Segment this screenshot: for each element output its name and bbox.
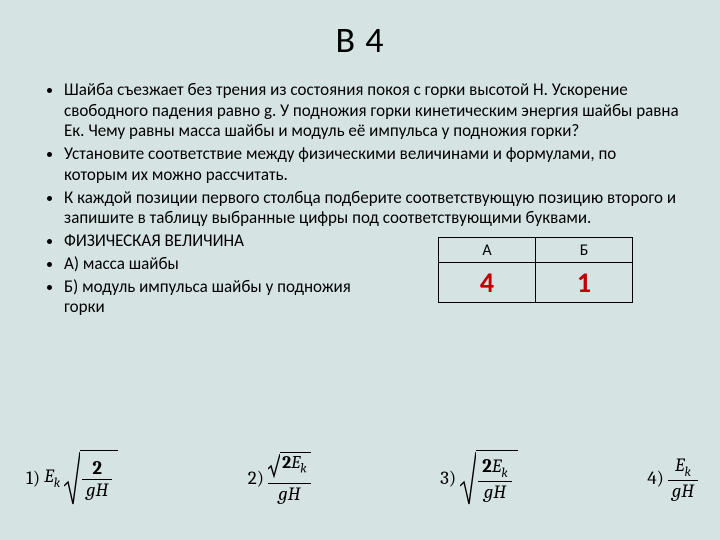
bullet-list-lower: ФИЗИЧЕСКАЯ ВЕЛИЧИНА А) масса шайбы Б) мо… xyxy=(40,231,394,320)
sqrt-icon: 2Ek xyxy=(268,452,311,478)
bullet-3: К каждой позиции первого столбца подбери… xyxy=(64,188,680,229)
bullet-list: Шайба съезжает без трения из состояния п… xyxy=(40,80,680,229)
sqrt-icon: 2Ek gH xyxy=(460,450,518,506)
formula-2: 2) 2Ek gH xyxy=(248,452,311,505)
page-title: В 4 xyxy=(40,18,680,62)
bullet-5: А) масса шайбы xyxy=(64,254,394,275)
answer-table: А Б 4 1 xyxy=(438,237,633,303)
bullet-1: Шайба съезжает без трения из состояния п… xyxy=(64,80,680,142)
bullet-2: Установите соответствие между физическим… xyxy=(64,144,680,185)
formula-3: 3) 2Ek gH xyxy=(440,450,518,506)
formula-row: 1) Ek 2 gH 2) xyxy=(26,450,698,506)
formula-4-index: 4) xyxy=(647,467,664,489)
formula-1-ek: Ek xyxy=(44,465,60,491)
table-head-b: Б xyxy=(536,238,633,263)
bullet-4: ФИЗИЧЕСКАЯ ВЕЛИЧИНА xyxy=(64,231,394,252)
bullet-6: Б) модуль импульса шайбы у подножия горк… xyxy=(64,277,394,318)
table-head-a: А xyxy=(439,238,536,263)
table-val-a: 4 xyxy=(439,263,536,303)
formula-4: 4) Ek gH xyxy=(647,455,698,502)
sqrt-icon: 2 gH xyxy=(64,450,118,506)
formula-1: 1) Ek 2 gH xyxy=(26,450,118,506)
table-val-b: 1 xyxy=(536,263,633,303)
formula-3-index: 3) xyxy=(440,467,456,489)
formula-2-index: 2) xyxy=(248,467,264,489)
formula-1-index: 1) xyxy=(26,467,40,489)
